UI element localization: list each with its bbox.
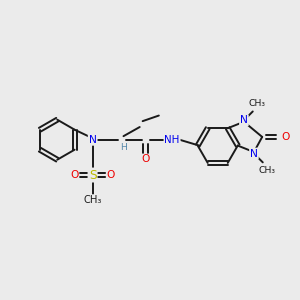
Text: CH₃: CH₃ — [83, 195, 102, 205]
Text: S: S — [89, 169, 96, 182]
Text: N: N — [88, 135, 97, 145]
Text: O: O — [141, 154, 150, 164]
Text: O: O — [281, 132, 289, 142]
Text: O: O — [107, 170, 115, 180]
Text: NH: NH — [164, 135, 180, 145]
Text: H: H — [120, 143, 127, 152]
Text: N: N — [250, 148, 258, 158]
Text: CH₃: CH₃ — [258, 166, 275, 175]
Text: N: N — [240, 115, 248, 125]
Text: CH₃: CH₃ — [248, 99, 265, 108]
Text: O: O — [70, 170, 79, 180]
